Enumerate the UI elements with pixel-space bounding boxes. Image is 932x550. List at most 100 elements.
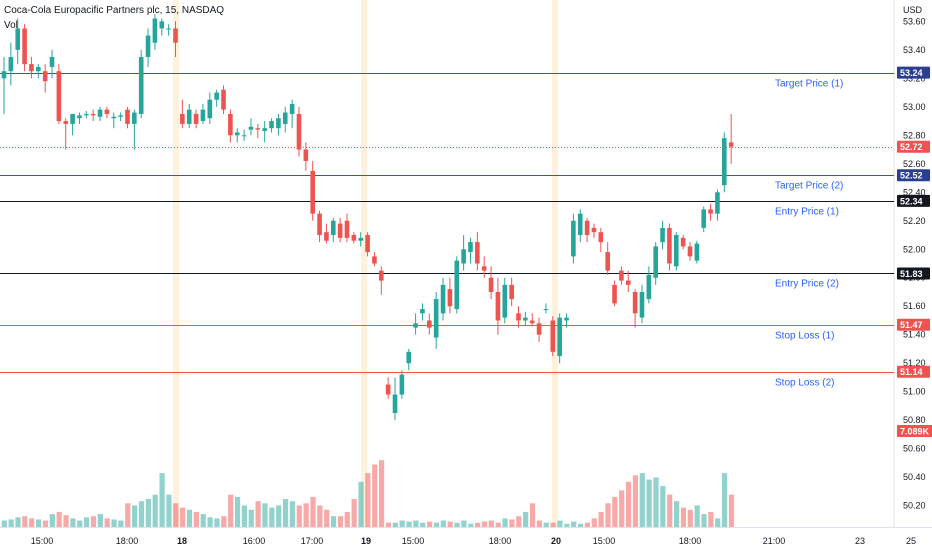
- price-tick-label: 52.60: [903, 159, 926, 169]
- candle-body: [330, 220, 336, 236]
- volume-bar: [70, 518, 76, 527]
- volume-bar: [468, 523, 474, 527]
- volume-bar: [145, 499, 151, 527]
- volume-bar: [49, 514, 55, 527]
- candle-body: [97, 109, 103, 117]
- candle-body: [694, 243, 700, 261]
- time-tick-label: 25: [906, 536, 916, 546]
- candle-body: [262, 128, 267, 132]
- volume-bar: [694, 505, 700, 527]
- candle-body: [255, 128, 261, 130]
- volume-bar: [475, 522, 481, 527]
- candle-body: [145, 35, 151, 57]
- time-tick-label: 15:00: [402, 536, 425, 546]
- volume-bar: [598, 511, 604, 527]
- candle-body: [564, 317, 569, 321]
- candle-body: [612, 284, 617, 304]
- candle-body: [673, 235, 679, 267]
- candle-body: [495, 291, 501, 321]
- volume-bar: [413, 520, 419, 527]
- volume-bar: [207, 517, 213, 527]
- price-tick-label: 50.60: [903, 444, 926, 454]
- price-tick-label: 52.80: [903, 130, 926, 140]
- volume-bar: [255, 501, 261, 527]
- annotation-price-badge: [897, 365, 930, 378]
- volume-bar: [63, 515, 69, 527]
- volume-bar: [125, 503, 131, 527]
- volume-bar: [180, 507, 186, 527]
- candle-body: [475, 242, 480, 264]
- price-tick-label: 51.60: [903, 301, 926, 311]
- candle-body: [385, 384, 391, 395]
- volume-bar: [310, 496, 316, 527]
- candle-body: [468, 242, 473, 253]
- candle-body: [84, 113, 89, 116]
- volume-bar: [687, 509, 693, 527]
- candle-body: [523, 317, 528, 321]
- volume-bar: [303, 503, 309, 527]
- volume-bar: [29, 518, 35, 527]
- candle-body: [159, 21, 165, 29]
- time-tick-label: 15:00: [31, 536, 54, 546]
- candle-body: [399, 374, 405, 395]
- candle-body: [221, 89, 226, 110]
- volume-bar: [104, 518, 110, 527]
- candle-body: [529, 320, 535, 324]
- volume-bar: [379, 460, 385, 527]
- candle-body: [317, 213, 322, 236]
- candle-body: [1, 71, 7, 79]
- annotation-price-badge-text: 51.14: [900, 367, 923, 377]
- volume-bar: [385, 522, 392, 527]
- candle-body: [111, 116, 117, 119]
- volume-bar: [516, 516, 522, 527]
- volume-bar: [523, 511, 529, 527]
- volume-bar: [557, 520, 563, 527]
- volume-bar: [15, 517, 21, 527]
- candle-body: [303, 149, 309, 161]
- symbol-title: Coca-Cola Europacific Partners plc, 15, …: [4, 5, 225, 16]
- volume-bar: [248, 509, 254, 527]
- volume-bar: [269, 507, 275, 527]
- volume-bar: [262, 503, 268, 527]
- candle-body: [193, 113, 199, 124]
- volume-bar: [173, 503, 179, 527]
- volume-bar: [728, 494, 735, 527]
- volume-bar: [447, 521, 453, 527]
- volume-bar: [495, 522, 501, 527]
- price-tick-label: 51.40: [903, 330, 926, 340]
- volume-bar: [200, 514, 206, 527]
- last-price-badge: [897, 140, 930, 153]
- time-tick-label: 15:00: [593, 536, 616, 546]
- annotation-price-badge-text: 51.83: [900, 269, 923, 279]
- candle-body: [77, 115, 82, 119]
- candle-body: [234, 132, 240, 136]
- candle-body: [90, 113, 96, 116]
- annotation-label: Stop Loss (2): [775, 378, 834, 389]
- candle-body: [125, 109, 130, 124]
- volume-bar: [289, 501, 296, 527]
- time-tick-label: 18: [177, 536, 187, 546]
- price-tick-label: 53.60: [903, 16, 926, 26]
- volume-bar: [84, 517, 90, 527]
- volume-bar: [186, 509, 193, 527]
- candle-body: [392, 394, 398, 414]
- volume-bar: [8, 519, 14, 527]
- volume-bar: [708, 511, 714, 527]
- candle-body: [248, 126, 254, 130]
- candle-body: [29, 64, 34, 72]
- candle-body: [118, 115, 123, 117]
- volume-bar: [399, 520, 405, 527]
- volume-bar: [564, 523, 570, 527]
- time-tick-label: 19: [361, 536, 371, 546]
- candle-body: [722, 138, 727, 186]
- time-tick-label: 18:00: [489, 536, 512, 546]
- volume-bar: [358, 481, 364, 527]
- volume-bar: [461, 520, 467, 527]
- candle-body: [296, 113, 302, 150]
- candle-body: [207, 99, 213, 119]
- volume-bar: [584, 522, 590, 527]
- candle-body: [269, 121, 274, 129]
- candle-body: [447, 289, 453, 307]
